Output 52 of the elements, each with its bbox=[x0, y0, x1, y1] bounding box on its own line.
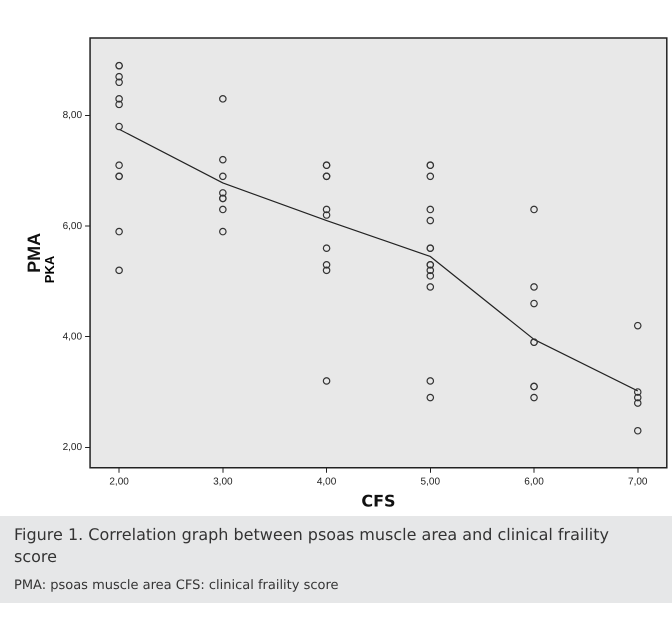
point bbox=[322, 266, 330, 274]
x-tick-label: 6,00 bbox=[524, 476, 544, 488]
point bbox=[115, 266, 123, 274]
point bbox=[426, 206, 434, 214]
point bbox=[219, 228, 227, 236]
point bbox=[322, 206, 330, 214]
x-axis-title: CFS bbox=[361, 492, 396, 511]
point bbox=[115, 161, 123, 170]
y-tick-label: 2,00 bbox=[62, 442, 82, 454]
point bbox=[426, 283, 434, 291]
y-tick-label: 8,00 bbox=[62, 110, 82, 122]
point bbox=[634, 426, 642, 435]
point bbox=[115, 228, 123, 236]
point bbox=[219, 206, 227, 214]
y-tick-label: 6,00 bbox=[62, 220, 82, 232]
y-tick-label: 4,00 bbox=[62, 331, 82, 342]
point bbox=[530, 394, 538, 402]
point bbox=[426, 172, 434, 180]
text: PKA bbox=[42, 256, 58, 284]
text: PMA: psoas muscle area CFS: clinical fraility score bbox=[14, 578, 340, 593]
x-tick-label: 4,00 bbox=[316, 476, 337, 488]
point bbox=[115, 78, 123, 86]
point bbox=[115, 100, 123, 108]
point bbox=[219, 172, 227, 180]
point bbox=[530, 206, 538, 214]
point bbox=[115, 72, 123, 81]
point bbox=[322, 244, 330, 252]
point bbox=[115, 95, 123, 103]
point bbox=[426, 266, 434, 274]
point bbox=[322, 260, 330, 269]
point bbox=[322, 211, 330, 219]
point bbox=[219, 95, 227, 103]
point bbox=[322, 377, 330, 385]
x-tick-label: 7,00 bbox=[628, 476, 648, 488]
point bbox=[426, 272, 434, 280]
point bbox=[115, 122, 123, 130]
x-tick-label: 3,00 bbox=[213, 476, 234, 488]
point bbox=[634, 322, 642, 330]
point bbox=[634, 399, 642, 407]
point bbox=[219, 156, 227, 164]
point bbox=[530, 283, 538, 291]
point bbox=[634, 388, 642, 396]
y-axis-title: PMA bbox=[24, 232, 44, 273]
point bbox=[530, 300, 538, 308]
text: Figure 1. Correlation graph between psoas muscle area and clinical fraility score bbox=[14, 524, 610, 568]
point bbox=[634, 394, 642, 402]
point bbox=[426, 394, 434, 402]
point bbox=[426, 377, 434, 385]
point bbox=[219, 189, 227, 197]
x-tick-label: 5,00 bbox=[420, 476, 440, 488]
x-tick-label: 2,00 bbox=[109, 476, 130, 488]
point bbox=[426, 216, 434, 224]
